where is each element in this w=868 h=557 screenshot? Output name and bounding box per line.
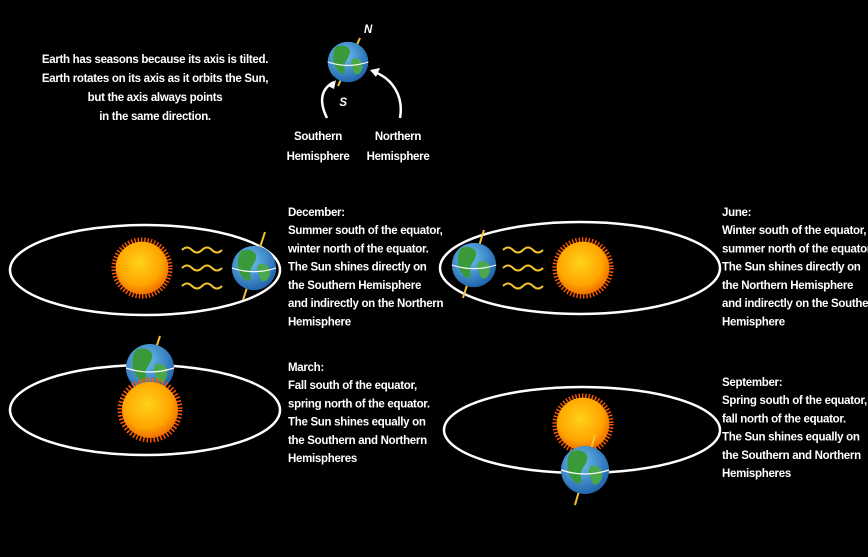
sunlight [182, 266, 222, 271]
panel-line: and indirectly on the Northern [288, 298, 443, 310]
north-label: N [364, 24, 373, 36]
panel-line: the Northern Hemisphere [722, 280, 853, 292]
sunlight [503, 266, 543, 271]
panel-line: Hemisphere [722, 317, 785, 329]
panel-line: The Sun shines equally on [288, 417, 426, 429]
hemisphere-label: Northern [375, 131, 421, 143]
panel-line: The Sun shines directly on [722, 262, 861, 274]
arrow [374, 72, 401, 118]
panel-line: summer north of the equator. [722, 243, 868, 255]
panel-line: Hemispheres [288, 453, 357, 465]
panel-line: Hemisphere [288, 317, 351, 329]
sun [114, 240, 170, 296]
panel-title: March: [288, 362, 324, 374]
sunlight [503, 248, 543, 253]
page: Earth has seasons because its axis is ti… [0, 0, 868, 557]
sunlight [182, 248, 222, 253]
intro-line: Earth rotates on its axis as it orbits t… [42, 73, 268, 85]
panel-line: spring north of the equator. [288, 398, 430, 410]
panel-line: Summer south of the equator, [288, 225, 443, 237]
panel-line: fall north of the equator. [722, 413, 846, 425]
panel-line: and indirectly on the Southern [722, 298, 868, 310]
panel-line: Winter south of the equator, [722, 225, 866, 237]
panel-line: Spring south of the equator, [722, 395, 867, 407]
hemisphere-label: Hemisphere [287, 151, 350, 163]
panel-line: The Sun shines equally on [722, 432, 860, 444]
panel-line: The Sun shines directly on [288, 262, 427, 274]
earth [561, 446, 609, 494]
panel-line: Fall south of the equator, [288, 380, 417, 392]
south-label: S [339, 97, 347, 109]
hemisphere-label: Hemisphere [367, 151, 430, 163]
panel-line: the Southern and Northern [288, 435, 427, 447]
intro-line: but the axis always points [88, 92, 223, 104]
globe [328, 42, 369, 83]
panel-title: December: [288, 207, 345, 219]
panel-line: the Southern Hemisphere [288, 280, 421, 292]
earth [232, 246, 276, 290]
diagram: Earth has seasons because its axis is ti… [0, 0, 868, 557]
sun [555, 240, 611, 296]
panel-title: June: [722, 207, 751, 219]
hemisphere-label: Southern [294, 131, 342, 143]
sunlight [182, 284, 222, 289]
earth [452, 243, 496, 287]
panel-line: Hemispheres [722, 468, 791, 480]
intro-line: Earth has seasons because its axis is ti… [42, 54, 268, 66]
sun [120, 380, 180, 440]
sunlight [503, 284, 543, 289]
intro-line: in the same direction. [99, 111, 211, 123]
panel-title: September: [722, 377, 782, 389]
panel-line: winter north of the equator. [287, 243, 429, 255]
sun [555, 396, 611, 452]
panel-line: the Southern and Northern [722, 450, 861, 462]
